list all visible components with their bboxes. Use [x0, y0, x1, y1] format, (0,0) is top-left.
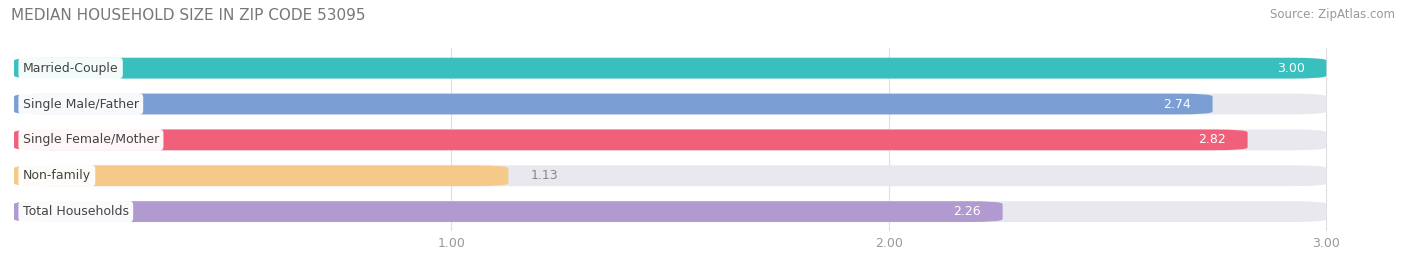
Text: 2.82: 2.82 — [1198, 133, 1226, 146]
Text: 2.74: 2.74 — [1163, 98, 1191, 111]
Text: Married-Couple: Married-Couple — [22, 62, 118, 75]
Text: MEDIAN HOUSEHOLD SIZE IN ZIP CODE 53095: MEDIAN HOUSEHOLD SIZE IN ZIP CODE 53095 — [11, 8, 366, 23]
FancyBboxPatch shape — [14, 94, 1326, 114]
FancyBboxPatch shape — [14, 165, 1326, 186]
FancyBboxPatch shape — [14, 129, 1326, 150]
FancyBboxPatch shape — [14, 165, 509, 186]
Text: Total Households: Total Households — [22, 205, 129, 218]
FancyBboxPatch shape — [14, 201, 1002, 222]
Text: 1.13: 1.13 — [530, 169, 558, 182]
FancyBboxPatch shape — [14, 94, 1212, 114]
Text: 3.00: 3.00 — [1277, 62, 1305, 75]
FancyBboxPatch shape — [14, 58, 1326, 79]
Text: Single Female/Mother: Single Female/Mother — [22, 133, 159, 146]
Text: 2.26: 2.26 — [953, 205, 981, 218]
Text: Source: ZipAtlas.com: Source: ZipAtlas.com — [1270, 8, 1395, 21]
Text: Single Male/Father: Single Male/Father — [22, 98, 139, 111]
FancyBboxPatch shape — [14, 58, 1326, 79]
FancyBboxPatch shape — [14, 129, 1247, 150]
FancyBboxPatch shape — [14, 201, 1326, 222]
Text: Non-family: Non-family — [22, 169, 91, 182]
